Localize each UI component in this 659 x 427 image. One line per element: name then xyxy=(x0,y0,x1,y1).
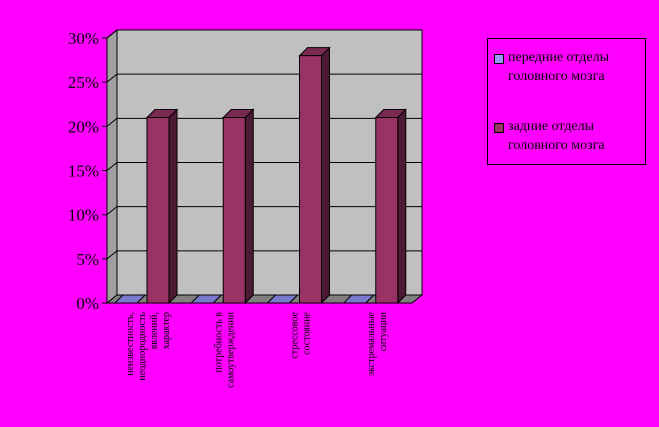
y-tick-label: 20% xyxy=(68,117,99,136)
bar-back-3 xyxy=(374,108,407,305)
y-tick-label: 25% xyxy=(68,73,99,92)
category-label-line: состояние xyxy=(302,311,313,354)
y-axis-tick-labels: 0% 5% 10% 15% 20% 25% 30% xyxy=(68,29,108,313)
bar-back-1 xyxy=(222,108,255,305)
category-label-3: экстремальные ситуации xyxy=(366,311,389,376)
bar-front-3 xyxy=(342,294,375,304)
legend-item-front: передние отделы головного мозга xyxy=(494,48,638,86)
y-tick-label: 5% xyxy=(76,250,99,269)
category-label-2: стрессовое состояние xyxy=(290,311,313,358)
category-label-line: самоутверждении xyxy=(225,311,236,388)
legend-label-front: передние отделы головного мозга xyxy=(508,50,610,84)
bar-front-2 xyxy=(266,294,299,304)
category-label-line: потребность в xyxy=(213,312,224,373)
category-label-line: экстремальные xyxy=(366,311,377,376)
x-axis-category-labels: неизвестность, неоднородность явлений, хара… xyxy=(125,311,389,388)
legend-label-back: задние отделы головного мозга xyxy=(508,119,605,153)
y-tick-label: 0% xyxy=(76,294,99,313)
bar-back-2 xyxy=(298,46,331,305)
bar-back-0 xyxy=(145,108,179,305)
gridline xyxy=(106,29,422,39)
category-label-line: неоднородность xyxy=(137,312,148,381)
category-label-0: неизвестность, неоднородность явлений, хара… xyxy=(125,312,172,381)
category-label-line: ситуации xyxy=(378,311,389,351)
legend: передние отделы головного мозга задние о… xyxy=(487,38,646,165)
bar-front-1 xyxy=(190,294,223,304)
bar-front-0 xyxy=(113,294,147,304)
legend-item-back: задние отделы головного мозга xyxy=(494,117,638,155)
category-label-line: стрессовое xyxy=(290,311,301,358)
y-tick-label: 10% xyxy=(68,206,99,225)
legend-swatch-back xyxy=(494,123,504,133)
category-label-line: явлений, xyxy=(149,312,160,349)
category-label-line: неизвестность, xyxy=(125,312,136,376)
legend-swatch-front xyxy=(494,54,504,64)
y-tick-label: 30% xyxy=(68,29,99,48)
y-tick-label: 15% xyxy=(68,162,99,181)
bars xyxy=(113,46,407,305)
category-label-line: характер xyxy=(161,312,172,349)
category-label-1: потребность в самоутверждении xyxy=(213,311,236,388)
